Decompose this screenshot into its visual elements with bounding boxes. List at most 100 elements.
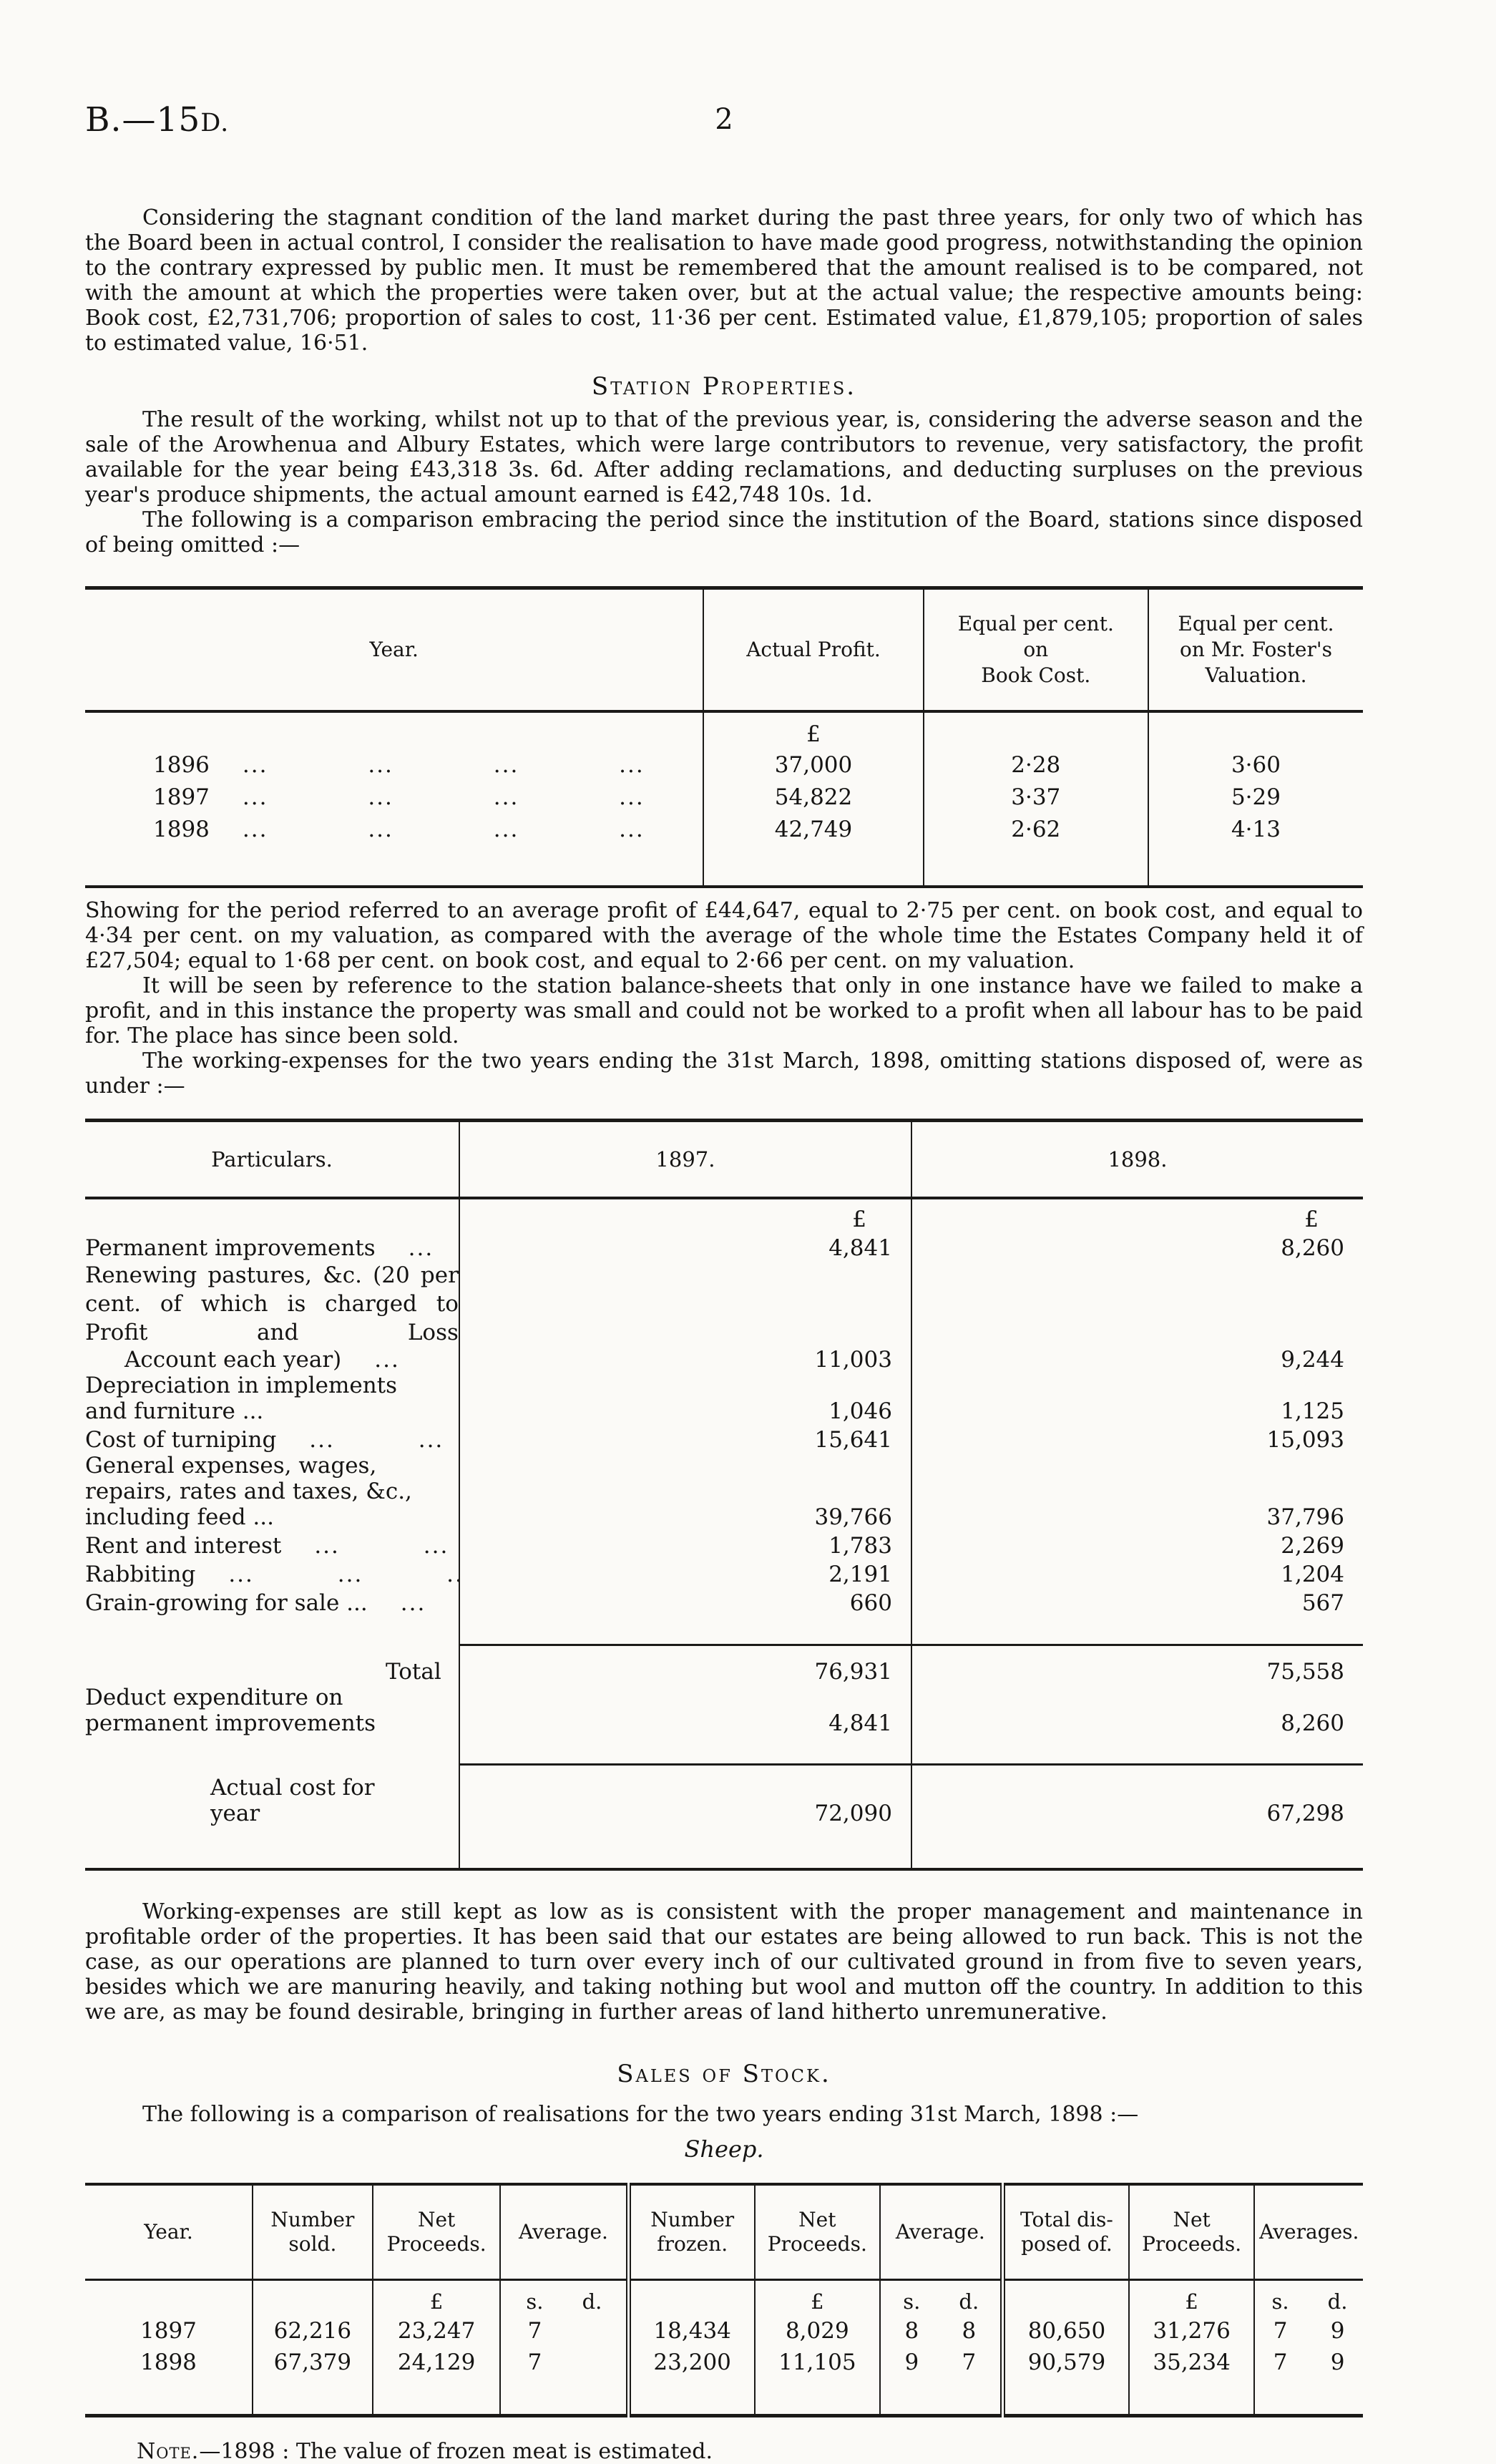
dot-leader: ... ... ... ... ... ... ... ... ... ... … bbox=[441, 1659, 474, 1685]
column-header-average-frozen: Average. bbox=[879, 2183, 1003, 2281]
dot-leader: ... ... ... ... ... ... ... ... ... ... … bbox=[314, 1533, 459, 1559]
sales-comparison-paragraph: The following is a comparison of realisa… bbox=[142, 2101, 1139, 2127]
column-header-net-proceeds-frozen: Net Proceeds. bbox=[753, 2183, 880, 2281]
foster-percent-value: 5·29 bbox=[1147, 781, 1363, 813]
dot-leader: ... ... ... ... ... ... ... ... ... ... … bbox=[426, 1373, 459, 1398]
deduct-row: Deduct expenditure on permanent improvem… bbox=[85, 1684, 1363, 1736]
amount-1897: 15,641 bbox=[458, 1424, 911, 1453]
table-spacer-row bbox=[85, 1616, 1363, 1645]
sheep-sales-table: Year. Number sold. Net Proceeds. Average… bbox=[85, 2182, 1363, 2417]
unit-row: £ s. d. £ s. d. £ s. d. bbox=[85, 2279, 1363, 2315]
section-heading-sales-of-stock: Sales of Stock. bbox=[617, 2059, 831, 2088]
year-value: 1896 bbox=[153, 751, 210, 778]
table-spacer-row bbox=[85, 1826, 1363, 1869]
column-header-year: Year. bbox=[85, 588, 704, 713]
column-header-average-sold: Average. bbox=[499, 2183, 629, 2281]
table-spacer-row bbox=[85, 1735, 1363, 1765]
document-reference: B.—15D. bbox=[85, 100, 229, 140]
average-sold-shillings: 7 bbox=[527, 2349, 542, 2375]
net-proceeds-total-value: 35,234 bbox=[1128, 2346, 1255, 2378]
number-sold-value: 62,216 bbox=[251, 2314, 373, 2347]
net-proceeds-total-value: 31,276 bbox=[1128, 2314, 1255, 2347]
actual-cost-1898: 67,298 bbox=[910, 1763, 1363, 1826]
averages-pence: 9 bbox=[1330, 2317, 1345, 2344]
amount-1897: 39,766 bbox=[458, 1453, 911, 1530]
pence-unit: d. bbox=[1327, 2289, 1348, 2314]
station-properties-paragraph: The result of the working, whilst not up… bbox=[85, 407, 1363, 507]
table-row: 1898 ... ... ... ... ... ... ... ... ... … bbox=[85, 813, 1363, 845]
amount-1898: 567 bbox=[910, 1587, 1363, 1616]
column-header-net-proceeds-total: Net Proceeds. bbox=[1128, 2183, 1255, 2281]
average-frozen-pence: 7 bbox=[962, 2349, 977, 2375]
actual-profit-value: 42,749 bbox=[703, 813, 924, 845]
working-expenses-intro-paragraph: The working-expenses for the two years e… bbox=[85, 1048, 1363, 1099]
pence-unit: d. bbox=[959, 2289, 979, 2314]
averages-pence: 9 bbox=[1330, 2349, 1345, 2375]
table-header-row: Year. Number sold. Net Proceeds. Average… bbox=[85, 2183, 1363, 2281]
total-disposed-value: 80,650 bbox=[999, 2314, 1130, 2347]
expense-label: General expenses, wages, repairs, rates … bbox=[85, 1453, 412, 1530]
table-spacer-row bbox=[85, 845, 1363, 887]
table-row: 1897 62,216 23,247 7 18,434 8,029 8 8 80,… bbox=[85, 2314, 1363, 2347]
actual-cost-1897: 72,090 bbox=[458, 1763, 911, 1826]
dot-leader: ... ... ... ... ... ... ... ... ... ... … bbox=[309, 1427, 459, 1453]
column-header-1897: 1897. bbox=[458, 1120, 911, 1199]
expense-label: Depreciation in implements and furniture… bbox=[85, 1373, 398, 1424]
amount-1898: 8,260 bbox=[910, 1232, 1363, 1261]
foster-percent-value: 3·60 bbox=[1147, 749, 1363, 781]
actual-profit-value: 54,822 bbox=[703, 781, 924, 813]
amount-1898: 1,204 bbox=[910, 1559, 1363, 1587]
average-sold-shillings: 7 bbox=[527, 2317, 542, 2344]
column-header-year: Year. bbox=[85, 2183, 253, 2281]
column-header-book-cost: Equal per cent. on Book Cost. bbox=[922, 588, 1148, 713]
total-1897: 76,931 bbox=[458, 1643, 911, 1685]
dot-leader: ... ... ... ... ... ... ... ... ... ... … bbox=[228, 1562, 459, 1587]
currency-unit-row: £ bbox=[85, 711, 1363, 749]
dot-leader: ... ... ... ... ... ... ... ... ... ... … bbox=[426, 1453, 459, 1479]
page-header: B.—15D. 2 bbox=[85, 100, 1363, 145]
expense-label: Grain-growing for sale ... bbox=[85, 1590, 368, 1616]
currency-symbol: £ bbox=[371, 2279, 501, 2315]
deduct-1898: 8,260 bbox=[910, 1684, 1363, 1736]
average-sold-pence bbox=[576, 2318, 607, 2344]
document-reference-suffix: D. bbox=[200, 109, 230, 137]
table-row: Rabbiting ... ... ... ... ... ... ... ...… bbox=[85, 1559, 1363, 1587]
book-cost-percent-value: 3·37 bbox=[922, 781, 1148, 813]
table-header-row: Particulars. 1897. 1898. bbox=[85, 1120, 1363, 1199]
table-header-row: Year. Actual Profit. Equal per cent. on … bbox=[85, 588, 1363, 713]
currency-unit-row: £ £ bbox=[85, 1198, 1363, 1232]
dot-leader: ... ... ... ... ... ... ... ... ... ... … bbox=[242, 816, 696, 842]
currency-symbol: £ bbox=[1128, 2279, 1255, 2315]
column-header-averages: Averages. bbox=[1253, 2183, 1363, 2281]
total-row: Total... ... ... ... ... ... ... ... ...… bbox=[85, 1643, 1363, 1685]
net-proceeds-sold-value: 23,247 bbox=[371, 2314, 501, 2347]
deduct-1897: 4,841 bbox=[458, 1684, 911, 1736]
amount-1897: 660 bbox=[458, 1587, 911, 1616]
expense-label: Permanent improvements bbox=[85, 1235, 376, 1261]
net-proceeds-sold-value: 24,129 bbox=[371, 2346, 501, 2378]
expense-label: Cost of turniping bbox=[85, 1427, 277, 1453]
total-disposed-value: 90,579 bbox=[999, 2346, 1130, 2378]
year-value: 1898 bbox=[140, 2349, 197, 2375]
total-1898: 75,558 bbox=[910, 1643, 1363, 1685]
currency-symbol: £ bbox=[703, 711, 924, 749]
number-frozen-value: 18,434 bbox=[625, 2314, 755, 2347]
dot-leader: ... ... ... ... ... ... ... ... ... ... … bbox=[400, 1590, 459, 1616]
table-row: Grain-growing for sale ... ... ... ... ..… bbox=[85, 1587, 1363, 1616]
average-sold-pence bbox=[576, 2349, 607, 2375]
net-proceeds-frozen-value: 11,105 bbox=[753, 2346, 880, 2378]
book-cost-percent-value: 2·28 bbox=[922, 749, 1148, 781]
sheep-subheading: Sheep. bbox=[684, 2135, 764, 2163]
intro-paragraph: Considering the stagnant condition of th… bbox=[85, 205, 1363, 356]
expense-label: Rent and interest bbox=[85, 1533, 282, 1559]
amount-1898: 1,125 bbox=[910, 1373, 1363, 1424]
number-frozen-value: 23,200 bbox=[625, 2346, 755, 2378]
working-expenses-table: Particulars. 1897. 1898. £ £ Permanent i… bbox=[85, 1119, 1363, 1871]
averages-shillings: 7 bbox=[1273, 2349, 1288, 2375]
page-number: 2 bbox=[715, 103, 733, 136]
table-spacer-row bbox=[85, 2377, 1363, 2415]
table-row: 1897 ... ... ... ... ... ... ... ... ... … bbox=[85, 781, 1363, 813]
shillings-unit: s. bbox=[1271, 2289, 1289, 2314]
average-frozen-pence: 8 bbox=[962, 2317, 977, 2344]
